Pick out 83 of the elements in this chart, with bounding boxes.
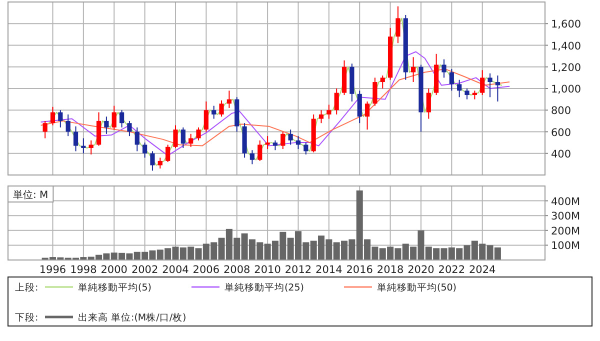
candlestick: [457, 79, 462, 98]
candlestick: [449, 68, 454, 92]
candlestick: [42, 120, 48, 139]
candlestick: [258, 140, 262, 162]
candlestick: [326, 104, 332, 120]
candlestick: [250, 150, 255, 165]
candlestick: [265, 136, 270, 150]
x-tick-label: 2010: [254, 264, 281, 276]
candlestick: [173, 124, 178, 148]
x-tick-label: 2018: [376, 264, 404, 276]
candlestick: [119, 110, 124, 128]
candlestick: [272, 140, 278, 151]
legend-title: 上段:: [15, 282, 38, 294]
candlestick: [226, 90, 232, 108]
candlestick: [204, 100, 208, 132]
candlestick: [380, 75, 385, 89]
x-tick-label: 2022: [438, 264, 466, 276]
candlestick: [134, 126, 140, 152]
y-tick-label: 400M: [551, 196, 580, 208]
x-tick-label: 2008: [223, 264, 250, 276]
legend-label: 単純移動平均(50): [376, 282, 456, 294]
legend-label: 単純移動平均(25): [224, 282, 304, 294]
candlestick: [304, 142, 308, 155]
candlestick: [464, 88, 470, 100]
candlestick: [166, 144, 170, 163]
candlestick: [480, 70, 485, 96]
candlestick: [81, 138, 86, 154]
candlestick: [50, 106, 56, 126]
x-tick-label: 2020: [408, 264, 434, 276]
y-tick-label: 1,000: [551, 84, 582, 96]
candlestick: [334, 88, 339, 115]
candlestick: [442, 58, 446, 78]
x-tick-label: 2000: [100, 264, 128, 276]
candlestick: [150, 150, 155, 172]
y-tick-label: 800: [551, 105, 572, 118]
candlestick: [196, 126, 201, 141]
candlestick: [104, 116, 109, 134]
x-tick-label: 1996: [39, 264, 66, 276]
y-tick-label: 400: [551, 148, 572, 160]
candlestick: [488, 72, 492, 98]
candlestick: [127, 120, 132, 137]
x-tick-label: 2006: [192, 264, 220, 276]
candlestick: [58, 110, 63, 128]
candlestick: [188, 133, 194, 148]
y-tick-label: 600: [551, 126, 572, 139]
candlestick: [158, 157, 162, 170]
y-tick-label: 1,400: [551, 40, 582, 52]
candlestick: [112, 105, 116, 130]
x-tick-label: 2014: [316, 264, 343, 276]
annotation: 単位: M: [13, 189, 48, 201]
candlestick: [142, 142, 148, 158]
candlestick: [296, 136, 301, 150]
candlestick: [280, 131, 286, 150]
y-tick-label: 300M: [551, 210, 580, 223]
candlestick: [96, 112, 102, 146]
candlestick: [219, 100, 224, 118]
y-tick-label: 200M: [551, 225, 580, 238]
candlestick: [364, 100, 370, 130]
candlestick: [357, 90, 362, 124]
x-tick-label: 2012: [284, 264, 312, 276]
legend-label: 出来高 単位:(M株/口/枚): [78, 312, 186, 324]
candlestick: [411, 56, 416, 83]
candlestick: [73, 126, 78, 152]
candlestick: [372, 77, 378, 106]
x-tick-label: 2024: [468, 264, 496, 276]
candlestick: [212, 105, 216, 120]
candlestick: [180, 126, 186, 148]
y-tick-label: 1,600: [551, 18, 582, 31]
y-tick-label: 100M: [551, 240, 580, 252]
candlestick: [88, 140, 94, 155]
candlestick: [396, 6, 400, 44]
candlestick: [66, 114, 70, 137]
candlestick: [495, 75, 500, 102]
candlestick: [318, 110, 324, 124]
candlestick: [426, 88, 431, 120]
legend-title: 下段:: [15, 312, 38, 324]
x-tick-label: 2002: [131, 264, 158, 276]
candlestick: [288, 129, 293, 146]
x-tick-label: 2016: [346, 264, 374, 276]
y-tick-label: 1,200: [551, 62, 582, 74]
x-tick-label: 2004: [162, 264, 190, 276]
x-tick-label: 1998: [70, 264, 97, 276]
legend-label: 単純移動平均(5): [78, 282, 152, 294]
